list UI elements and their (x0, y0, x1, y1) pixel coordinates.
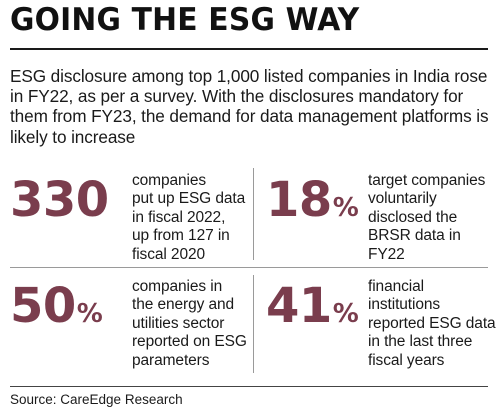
stat-card-brsr-disclosure: 18% target companies voluntarily disclos… (266, 172, 485, 264)
stat-description-line: disclosed the (368, 208, 458, 226)
stat-value: 330 (10, 176, 132, 224)
stat-value: 50% (10, 282, 132, 330)
stat-description-line: up from 127 in (132, 227, 230, 245)
stat-number: 50 (10, 278, 76, 334)
stat-description-line: in fiscal 2022, (132, 208, 226, 226)
stat-unit: % (332, 299, 359, 329)
stat-description-line: fiscal years (368, 351, 445, 369)
stat-number: 18 (266, 172, 332, 228)
stat-card-financial-institutions: 41% financial institutions reported ESG … (266, 278, 496, 370)
stat-description-line: parameters (132, 351, 210, 369)
stat-description-line: the energy and (132, 296, 235, 314)
stat-description-line: BRSR data in (368, 227, 461, 245)
stat-description-line: put up ESG data (132, 190, 246, 208)
stat-description-line: reported ESG data (368, 314, 496, 332)
stat-card-energy-utilities: 50% companies in the energy and utilitie… (10, 278, 247, 370)
stat-description-line: companies in (132, 278, 223, 295)
stat-number: 41 (266, 278, 332, 334)
stat-card-companies-esg-data: 330 companies put up ESG data in fiscal … (10, 172, 245, 264)
stat-description-line: institutions (368, 296, 441, 314)
stat-description: financial institutions reported ESG data… (368, 278, 496, 370)
stat-description-line: voluntarily (368, 190, 437, 208)
source-note: Source: CareEdge Research (10, 392, 183, 407)
stat-unit: % (76, 299, 103, 329)
stat-description-line: companies (132, 172, 207, 189)
headline-rule (10, 48, 488, 50)
stat-description-line: target companies (368, 172, 486, 189)
stat-value: 18% (266, 176, 368, 224)
vertical-divider-top (253, 168, 254, 260)
stat-description-line: utilities sector (132, 314, 225, 332)
headline: GOING THE ESG WAY (10, 2, 360, 38)
intro-paragraph: ESG disclosure among top 1,000 listed co… (10, 66, 489, 147)
stat-value: 41% (266, 282, 368, 330)
stat-description-line: financial (368, 278, 424, 295)
stat-description: target companies voluntarily disclosed t… (368, 172, 485, 264)
stat-description: companies in the energy and utilities se… (132, 278, 247, 370)
footer-rule (10, 386, 488, 387)
horizontal-divider (10, 267, 488, 268)
vertical-divider-bottom (253, 275, 254, 373)
stat-description-line: reported on ESG (132, 333, 247, 351)
stat-description: companies put up ESG data in fiscal 2022… (132, 172, 245, 264)
stat-description-line: FY22 (368, 245, 405, 263)
stat-unit: % (332, 193, 359, 223)
stat-number: 330 (10, 172, 109, 228)
stat-description-line: in the last three (368, 333, 473, 351)
stat-description-line: fiscal 2020 (132, 245, 206, 263)
